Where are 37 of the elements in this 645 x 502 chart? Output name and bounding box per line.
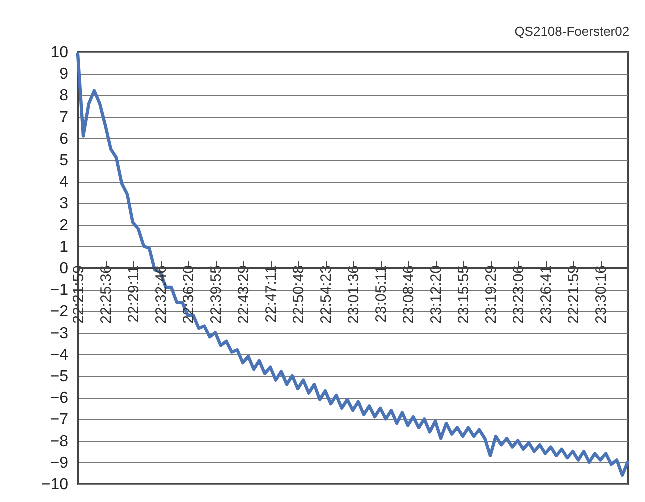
y-tick-label: −3	[50, 325, 69, 342]
x-tick-label: 23:01:36	[346, 266, 362, 324]
y-tick-label: 6	[60, 130, 69, 148]
x-tick-label: 23:19:29	[483, 266, 500, 324]
y-tick-label: −1	[50, 282, 69, 300]
y-tick-label: 2	[60, 217, 69, 234]
y-tick-label: −8	[50, 433, 69, 450]
y-tick-label: −10	[41, 476, 69, 494]
y-tick-label: 1	[60, 238, 69, 256]
y-tick-label: −6	[50, 390, 69, 408]
y-tick-label: 9	[60, 66, 69, 84]
y-tick-label: 8	[60, 88, 69, 105]
x-tick-label: 22:43:29	[236, 266, 252, 324]
x-tick-label: 23:12:20	[428, 266, 445, 324]
y-tick-label: −4	[50, 346, 69, 364]
x-tick-label: 23:26:41	[538, 266, 555, 324]
chart-title: QS2108-Foerster02	[514, 24, 630, 39]
x-tick-label: 22:36:20	[180, 266, 198, 324]
y-tick-label: 7	[60, 109, 69, 126]
x-tick-label: 23:15:55	[456, 266, 472, 324]
x-tick-label: 22:21:59	[566, 266, 582, 324]
x-tick-label: 23:30:16	[593, 266, 610, 324]
y-tick-label: 4	[60, 174, 69, 192]
y-tick-label: 0	[60, 260, 69, 278]
y-tick-label: 10	[50, 44, 69, 62]
y-tick-label: 5	[60, 152, 69, 170]
x-tick-label: 23:23:06	[510, 266, 528, 324]
y-tick-label: 3	[60, 196, 69, 213]
y-tick-label: −5	[50, 368, 69, 386]
y-tick-label: −9	[50, 454, 69, 472]
x-tick-label: 23:08:46	[400, 266, 418, 324]
x-tick-label: 22:25:36	[98, 266, 115, 324]
x-tick-label: 22:50:48	[290, 266, 308, 324]
y-tick-label: −2	[50, 304, 69, 321]
x-tick-label: 22:39:55	[208, 266, 225, 324]
x-tick-label: 22:32:46	[153, 266, 170, 324]
y-tick-label: −7	[50, 412, 69, 429]
